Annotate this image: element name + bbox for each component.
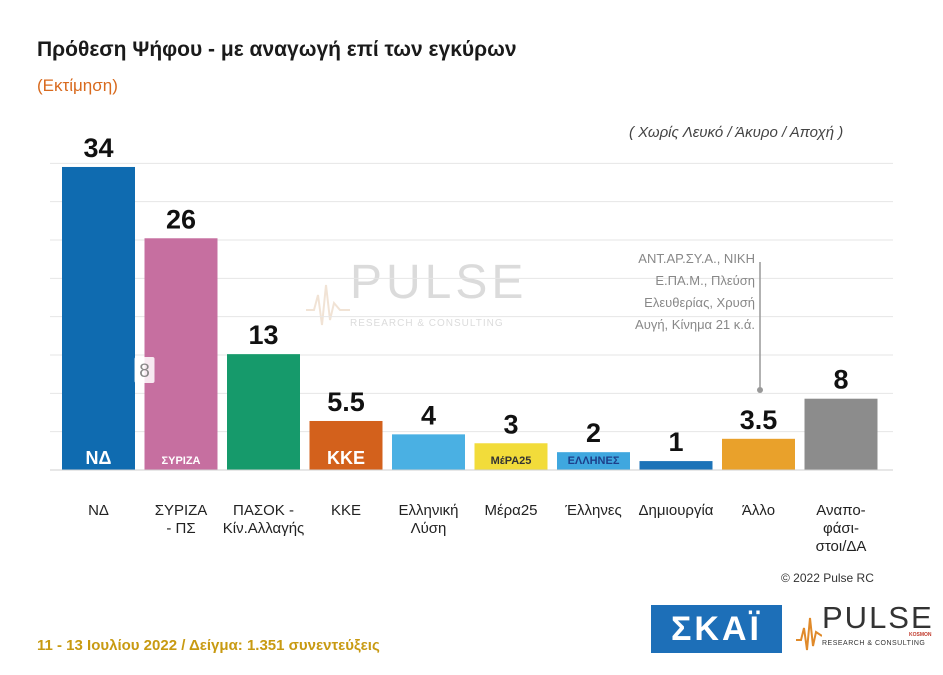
bar [392, 434, 465, 470]
other-note-dot [757, 387, 763, 393]
pulse-logo-kosmon: KOSMON [909, 632, 932, 638]
bar [227, 354, 300, 470]
category-label: Δημιουργία [639, 502, 714, 519]
pulse-logo-sub: RESEARCH & CONSULTING [822, 640, 926, 647]
pulse-wave-icon [306, 284, 350, 326]
category-label: ΣΥΡΙΖΑ [155, 502, 208, 519]
category-label: Μέρα25 [484, 502, 537, 519]
category-label: ΠΑΣΟΚ - [233, 502, 294, 519]
data-label: 8 [833, 365, 848, 395]
other-note-line: Ελευθερίας, Χρυσή [644, 295, 755, 310]
category-label: Έλληνες [564, 502, 622, 519]
party-logo: ΝΔ [86, 448, 112, 468]
pulse-logo: PULSE KOSMON RESEARCH & CONSULTING [796, 600, 934, 656]
bar [474, 443, 548, 470]
survey-date-sample: 11 - 13 Ιουλίου 2022 / Δείγμα: 1.351 συν… [37, 637, 380, 654]
data-label: 26 [166, 204, 196, 234]
party-logo: ΕΛΛΗΝΕΣ [568, 455, 620, 467]
party-logo: ΜέΡΑ25 [491, 455, 532, 467]
bar [722, 438, 795, 470]
pulse-logo-wave-icon [796, 617, 822, 651]
data-label: 4 [421, 400, 436, 430]
bar [804, 398, 878, 470]
watermark-text: PULSE [350, 256, 528, 309]
bar [62, 166, 135, 470]
party-logo: ΣΥΡΙΖΑ [162, 455, 201, 467]
pulse-logo-text: PULSE [822, 600, 934, 635]
inner-label: 8 [139, 361, 150, 382]
data-label: 2 [586, 418, 601, 448]
category-label: Άλλο [742, 502, 775, 519]
pulse-watermark: PULSE RESEARCH & CONSULTING [306, 255, 536, 335]
category-label: στοι/ΔΑ [816, 538, 867, 555]
party-logo: ΚΚΕ [327, 448, 365, 468]
other-note-line: Ε.ΠΑ.Μ., Πλεύση [655, 273, 755, 288]
bar [639, 461, 713, 470]
data-label: 34 [83, 133, 113, 163]
bar [557, 452, 630, 470]
data-label: 3 [503, 409, 518, 439]
skai-logo: ΣΚΑΪ [651, 605, 782, 653]
data-label: 5.5 [327, 387, 365, 417]
copyright: © 2022 Pulse RC [781, 571, 874, 585]
category-label: ΚΚΕ [331, 502, 361, 519]
category-label: - ΠΣ [166, 520, 195, 537]
page-title: Πρόθεση Ψήφου - με αναγωγή επί των εγκύρ… [37, 38, 517, 61]
data-label: 3.5 [740, 405, 778, 435]
exclusion-note: ( Χωρίς Λευκό / Άκυρο / Αποχή ) [629, 124, 844, 141]
category-label: Ελληνική [398, 502, 458, 519]
category-label: ΝΔ [88, 502, 109, 519]
other-note-line: Αυγή, Κίνημα 21 κ.ά. [635, 317, 755, 332]
bar [144, 238, 218, 470]
data-label: 1 [668, 427, 683, 457]
other-parties-note: ΑΝΤ.ΑΡ.ΣΥ.Α., ΝΙΚΗ Ε.ΠΑ.Μ., Πλεύση Ελευθ… [600, 248, 755, 336]
bar [309, 420, 383, 470]
inner-label-box [134, 357, 155, 383]
data-label: 13 [248, 320, 278, 350]
category-label: φάσι- [823, 520, 859, 537]
category-label: Αναπο- [816, 502, 865, 519]
category-label: Κίν.Αλλαγής [223, 520, 305, 537]
watermark-sub: RESEARCH & CONSULTING [350, 318, 504, 329]
category-label: Λύση [411, 520, 447, 537]
other-note-line: ΑΝΤ.ΑΡ.ΣΥ.Α., ΝΙΚΗ [638, 251, 755, 266]
page-subtitle: (Εκτίμηση) [37, 76, 118, 95]
